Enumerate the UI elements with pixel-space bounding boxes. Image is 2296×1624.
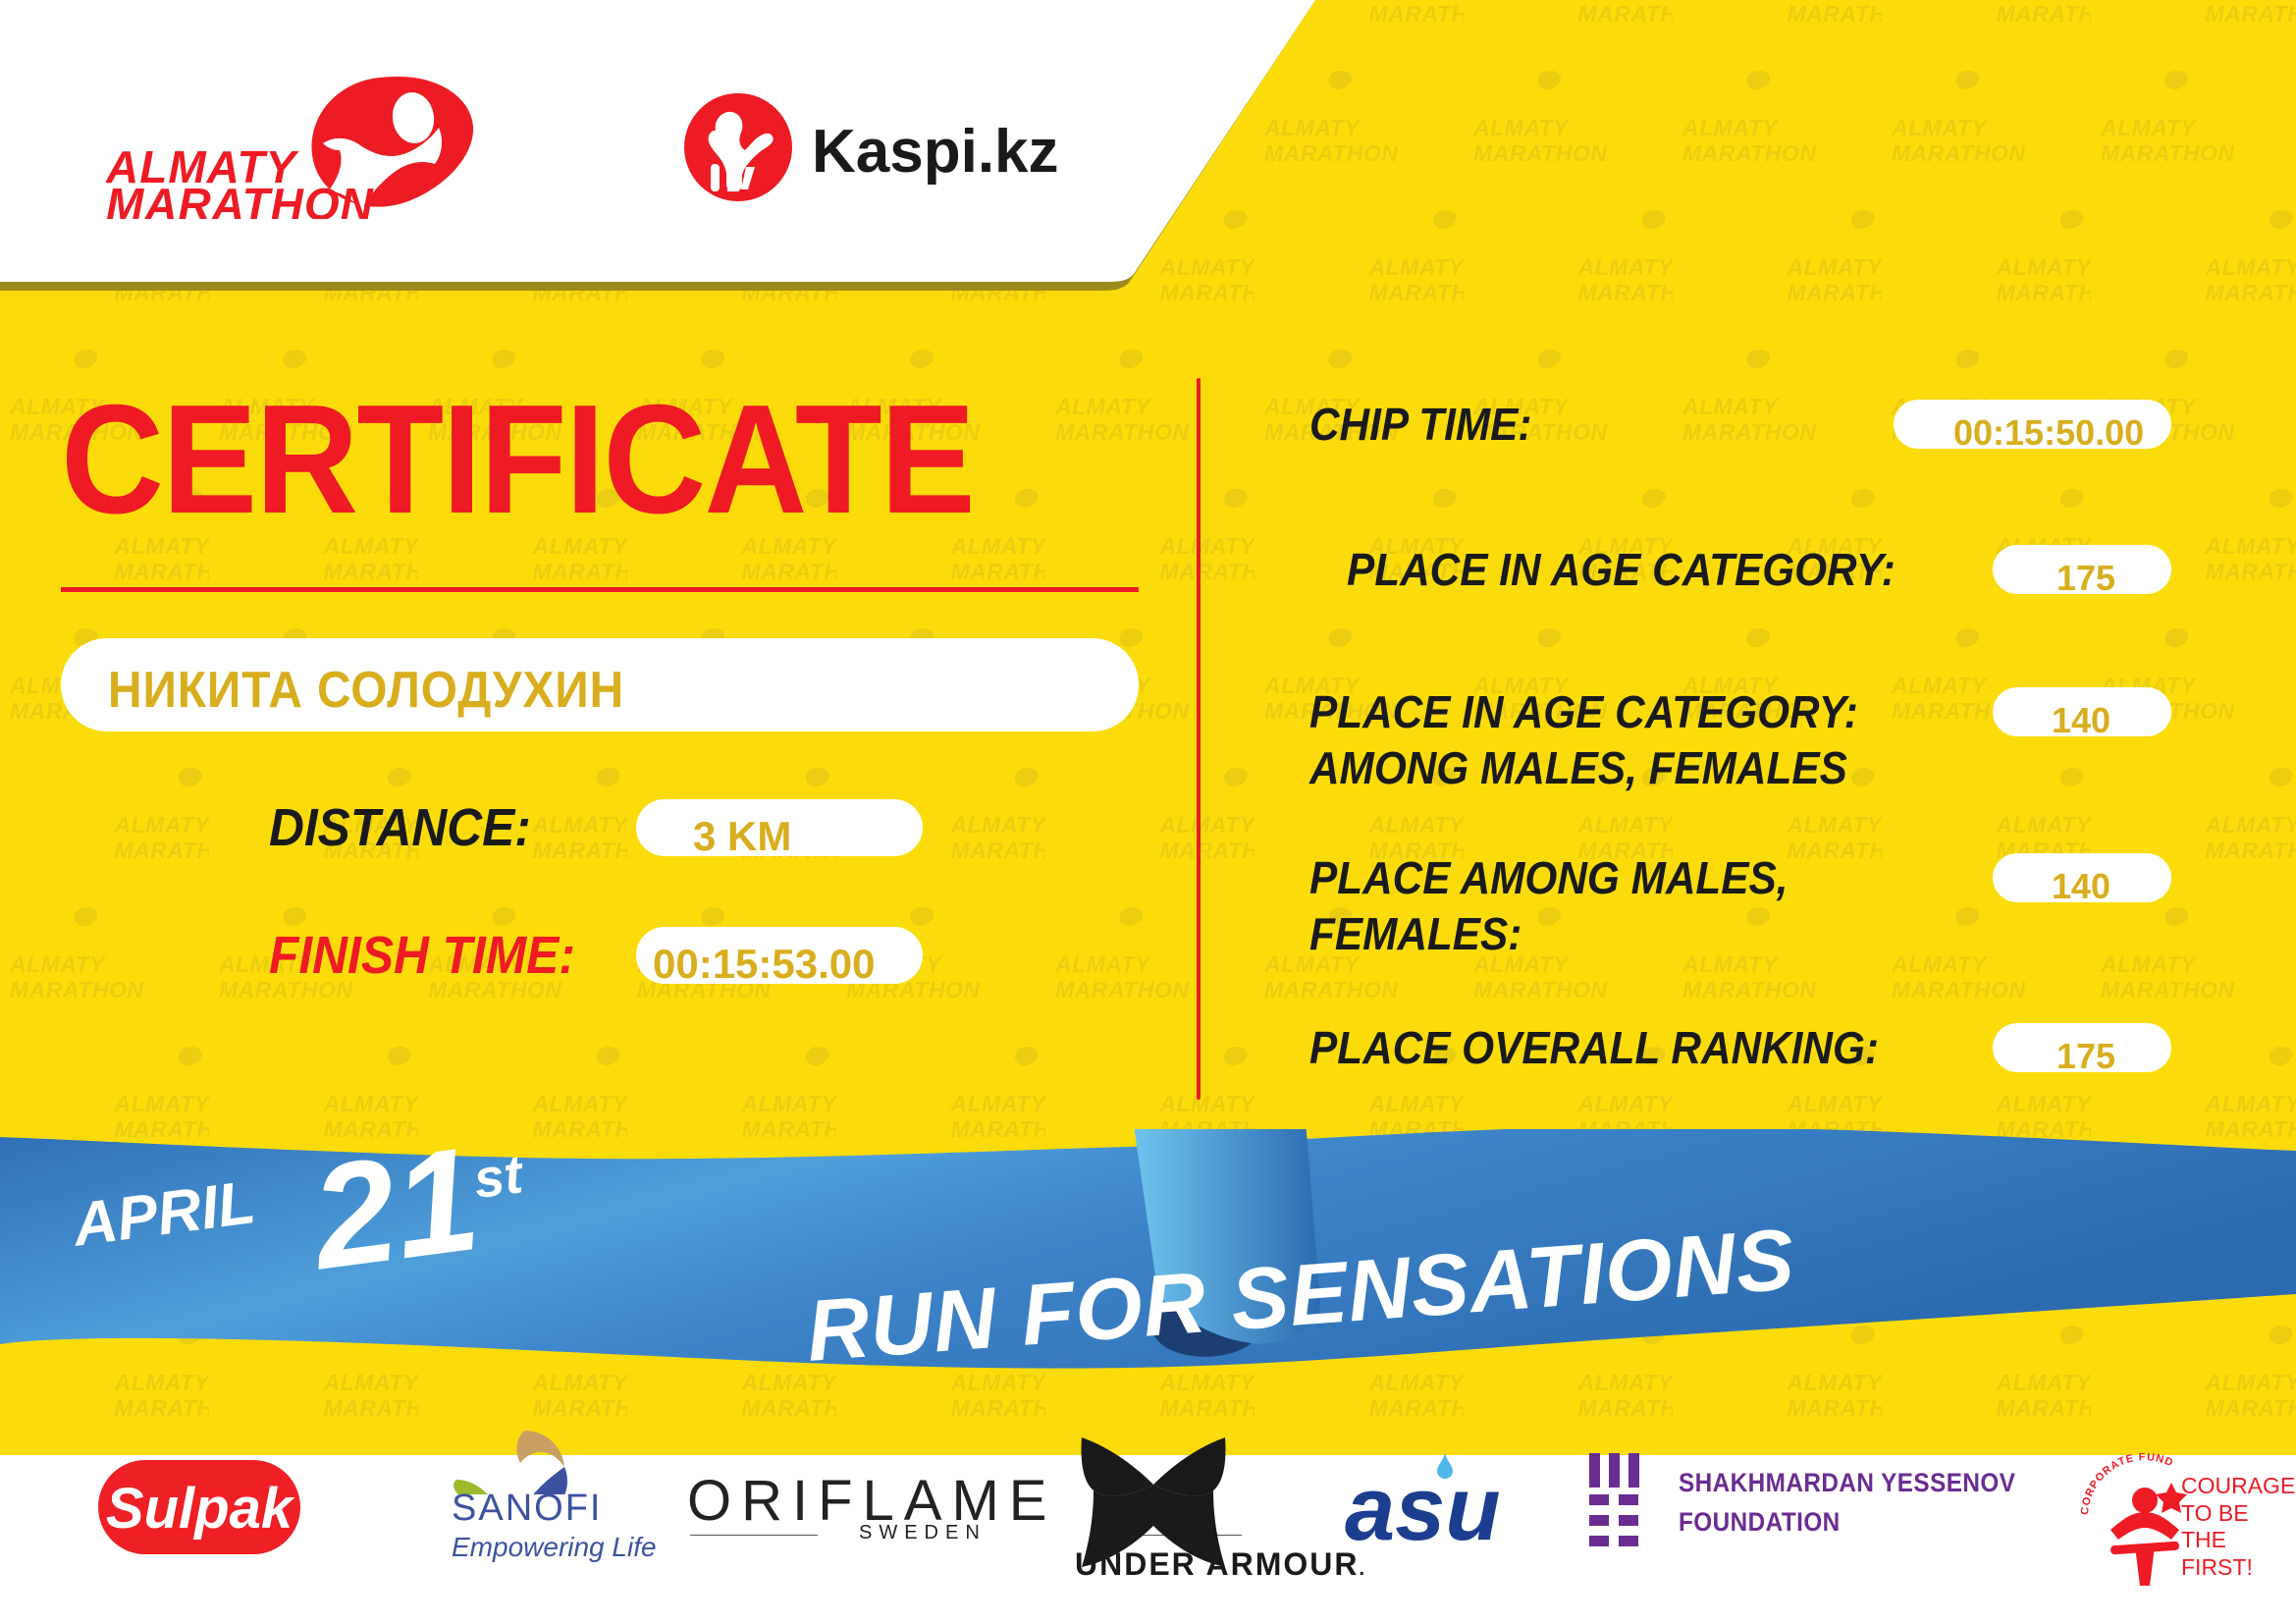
svg-text:CORPORATE FUND: CORPORATE FUND bbox=[2081, 1453, 2175, 1515]
svg-text:Kaspi.kz: Kaspi.kz bbox=[812, 118, 1059, 186]
svg-text:Sulpak: Sulpak bbox=[106, 1477, 295, 1541]
svg-text:MARATHON: MARATHON bbox=[106, 179, 374, 219]
